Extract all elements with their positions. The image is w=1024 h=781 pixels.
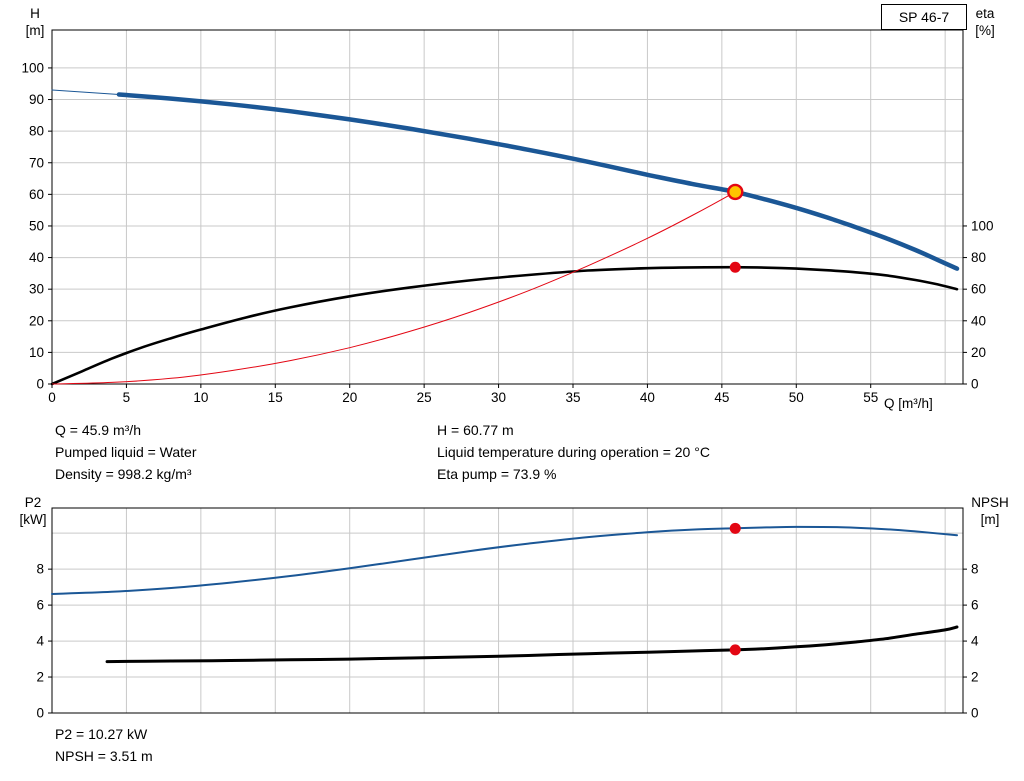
left-tick-label: 90	[29, 92, 44, 107]
npsh-axis-label-line1: NPSH	[971, 495, 1009, 510]
system-curve	[51, 191, 736, 385]
npsh-point	[729, 644, 741, 656]
p2-axis-label-line1: P2	[24, 495, 42, 510]
flow-value: Q = 45.9 m³/h	[55, 422, 141, 438]
p2-axis-label: P2 [kW]	[10, 494, 56, 528]
right-tick-label: 60	[971, 282, 986, 297]
right-tick-label: 2	[971, 670, 979, 685]
efficiency-point	[729, 261, 741, 273]
npsh-value: NPSH = 3.51 m	[55, 748, 153, 764]
p2-value: P2 = 10.27 kW	[55, 726, 148, 742]
left-tick-label: 40	[29, 250, 44, 265]
left-tick-label: 10	[29, 345, 44, 360]
left-tick-label: 8	[36, 562, 44, 577]
x-tick-label: 30	[491, 390, 506, 405]
npsh-curve	[105, 625, 959, 664]
head-value: H = 60.77 m	[437, 422, 514, 438]
pump-type-box: SP 46-7	[881, 4, 967, 30]
left-tick-label: 30	[29, 282, 44, 297]
axis-ticks: 0 5 10 15 20 25 30 35 40 45 50 55 0 10 20 30 40 50 60 70 80 9…	[21, 60, 993, 405]
liquid-temperature-value: Liquid temperature during operation = 20…	[437, 444, 710, 460]
right-tick-label: 100	[971, 218, 994, 233]
plot-border	[51, 507, 964, 714]
density-value: Density = 998.2 kg/m³	[55, 466, 192, 482]
npsh-axis-label-line2: [m]	[980, 512, 1000, 527]
info-row: Density = 998.2 kg/m³ Eta pump = 73.9 %	[0, 463, 1024, 485]
left-tick-label: 60	[29, 187, 44, 202]
h-axis-label-line2: [m]	[25, 23, 45, 38]
x-tick-label: 50	[789, 390, 804, 405]
right-tick-label: 6	[971, 598, 979, 613]
eta-axis-label-line1: eta	[975, 6, 995, 21]
p2-point	[729, 522, 741, 534]
pumped-liquid-value: Pumped liquid = Water	[55, 444, 197, 460]
npsh-axis-label: NPSH [m]	[962, 494, 1018, 528]
duty-point	[727, 183, 744, 201]
left-tick-label: 50	[29, 218, 44, 233]
p2-axis-label-line2: [kW]	[19, 512, 47, 527]
right-tick-label: 40	[971, 313, 986, 328]
axis-ticks: 0 2 4 6 8 0 2 4 6 8	[36, 562, 979, 721]
x-tick-label: 15	[268, 390, 283, 405]
efficiency-curve	[50, 265, 959, 386]
right-tick-label: 20	[971, 345, 986, 360]
x-tick-label: 0	[48, 390, 56, 405]
p2-curve	[51, 525, 958, 595]
right-tick-label: 4	[971, 634, 979, 649]
left-tick-label: 100	[21, 60, 44, 75]
x-tick-label: 45	[714, 390, 729, 405]
x-tick-label: 10	[193, 390, 208, 405]
info-row: Pumped liquid = Water Liquid temperature…	[0, 441, 1024, 463]
x-tick-label: 25	[417, 390, 432, 405]
right-tick-label: 0	[971, 377, 979, 392]
left-tick-label: 2	[36, 670, 44, 685]
head-curve	[116, 92, 960, 271]
x-tick-label: 5	[123, 390, 131, 405]
eta-axis-label-line2: [%]	[975, 23, 995, 38]
left-tick-label: 0	[36, 377, 44, 392]
q-axis-label: Q [m³/h]	[884, 396, 933, 411]
head-curve-lead	[51, 89, 120, 95]
left-tick-label: 20	[29, 313, 44, 328]
grid	[52, 30, 963, 384]
right-tick-label: 8	[971, 562, 979, 577]
right-tick-label: 0	[971, 706, 979, 721]
h-axis-label: H [m]	[14, 5, 56, 39]
eta-axis-label: eta [%]	[964, 5, 1006, 39]
x-tick-label: 35	[565, 390, 580, 405]
hq-eta-chart: 0 5 10 15 20 25 30 35 40 45 50 55 0 10 20 30 40 50 60 70 80 9…	[21, 29, 994, 405]
plot-border	[51, 29, 964, 385]
x-tick-label: 40	[640, 390, 655, 405]
left-tick-label: 80	[29, 124, 44, 139]
grid	[52, 508, 963, 713]
operating-data-block: Q = 45.9 m³/h H = 60.77 m Pumped liquid …	[0, 419, 1024, 485]
left-tick-label: 4	[36, 634, 44, 649]
p2-npsh-data-block: P2 = 10.27 kW NPSH = 3.51 m	[55, 723, 153, 767]
right-tick-label: 80	[971, 250, 986, 265]
p2-npsh-chart: 0 2 4 6 8 0 2 4 6 8	[36, 507, 979, 721]
left-tick-label: 0	[36, 706, 44, 721]
info-row: Q = 45.9 m³/h H = 60.77 m	[0, 419, 1024, 441]
left-tick-label: 70	[29, 155, 44, 170]
eta-pump-value: Eta pump = 73.9 %	[437, 466, 557, 482]
x-tick-label: 20	[342, 390, 357, 405]
x-tick-label: 55	[863, 390, 878, 405]
h-axis-label-line1: H	[30, 6, 40, 21]
left-tick-label: 6	[36, 598, 44, 613]
